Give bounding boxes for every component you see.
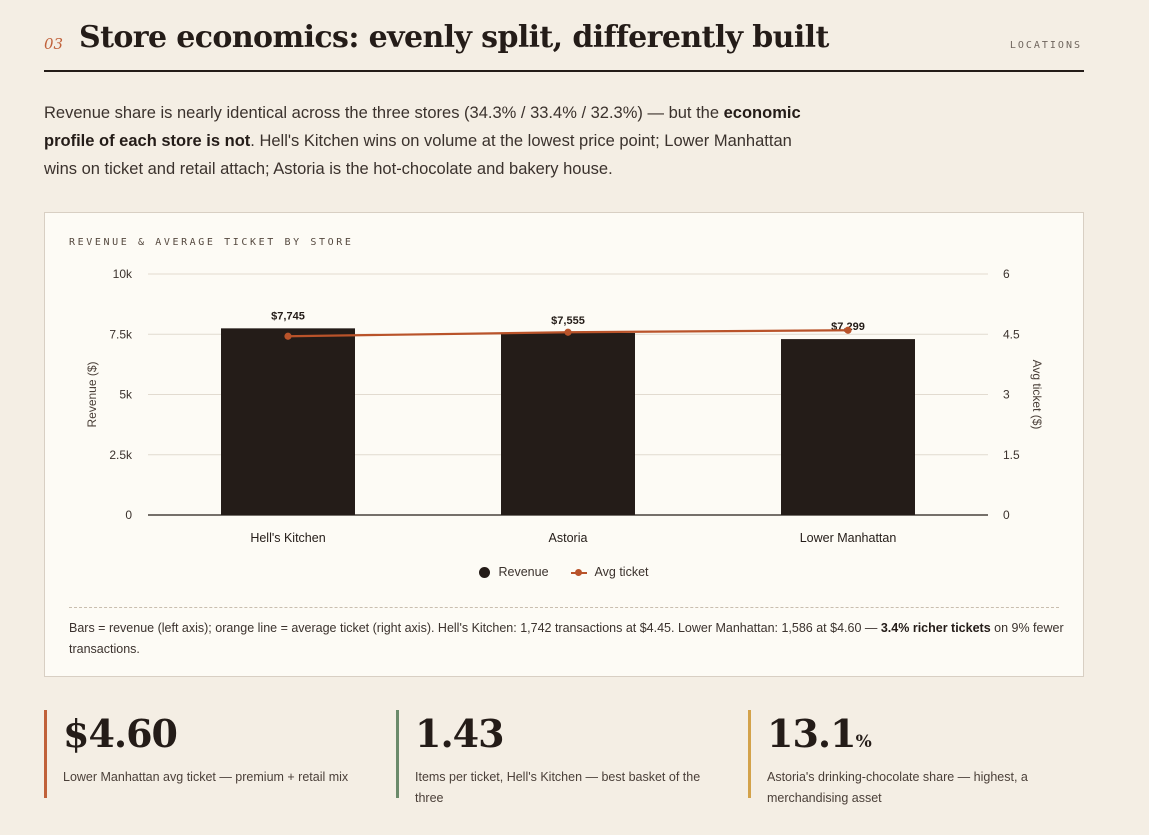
line-marker-icon xyxy=(570,567,587,578)
bar-data-label: $7,555 xyxy=(551,315,585,327)
y2-tick-label: 0 xyxy=(1003,508,1010,522)
revenue-dot-icon xyxy=(479,566,491,578)
stat-number: 1.43 xyxy=(415,711,505,756)
avg-ticket-point xyxy=(284,332,292,340)
stat-card-chocolate-share: 13.1% Astoria's drinking-chocolate share… xyxy=(748,710,1067,805)
intro-paragraph: Revenue share is nearly identical across… xyxy=(44,99,824,183)
legend-label-revenue: Revenue xyxy=(498,565,549,579)
stat-number: 13.1 xyxy=(767,711,857,756)
y2-tick-label: 4.5 xyxy=(1003,327,1020,341)
avg-ticket-point xyxy=(844,326,852,334)
y-tick-label: 7.5k xyxy=(109,327,133,341)
y2-tick-label: 6 xyxy=(1003,267,1010,281)
bar-revenue xyxy=(221,328,355,515)
y-tick-label: 10k xyxy=(113,267,133,281)
y2-tick-label: 3 xyxy=(1003,388,1010,402)
bar-revenue xyxy=(781,339,915,515)
section-header: 03 Store economics: evenly split, differ… xyxy=(44,18,1084,72)
y2-tick-label: 1.5 xyxy=(1003,448,1020,462)
stat-value: $4.60 xyxy=(63,712,363,764)
note-text-1: Bars = revenue (left axis); orange line … xyxy=(69,621,881,635)
stat-description: Items per ticket, Hell's Kitchen — best … xyxy=(415,770,701,805)
intro-text-2: . Hell's Kitchen wins on volume at the l… xyxy=(44,132,792,178)
stat-value: 1.43 xyxy=(415,712,715,764)
chart-legend: Revenue Avg ticket xyxy=(45,565,1083,579)
x-tick-label: Lower Manhattan xyxy=(800,531,897,545)
legend-item-avg-ticket: Avg ticket xyxy=(570,565,649,579)
bar-revenue xyxy=(501,332,635,515)
chart-note: Bars = revenue (left axis); orange line … xyxy=(69,618,1069,660)
stat-card-avg-ticket: $4.60 Lower Manhattan avg ticket — premi… xyxy=(44,710,363,798)
chart-card: REVENUE & AVERAGE TICKET BY STORE 0 2.5k 5… xyxy=(44,212,1084,677)
bar-data-label: $7,745 xyxy=(271,310,305,322)
stat-description: Astoria's drinking-chocolate share — hig… xyxy=(767,770,1028,805)
y-tick-label: 5k xyxy=(119,388,133,402)
revenue-ticket-chart: 0 2.5k 5k 7.5k 10k 0 1.5 3 4.5 6 Revenue ($) Avg ti… xyxy=(85,267,1044,545)
y-tick-label: 0 xyxy=(125,508,132,522)
x-tick-label: Hell's Kitchen xyxy=(250,531,325,545)
legend-item-revenue: Revenue xyxy=(479,565,549,579)
section-tag: LOCATIONS xyxy=(1009,40,1082,51)
y-tick-label: 2.5k xyxy=(109,448,133,462)
chart-label: REVENUE & AVERAGE TICKET BY STORE xyxy=(69,237,354,248)
section-title: Store economics: evenly split, different… xyxy=(79,20,829,55)
x-tick-label: Astoria xyxy=(549,531,588,545)
y2-axis-title: Avg ticket ($) xyxy=(1030,360,1044,430)
stat-card-items-per-ticket: 1.43 Items per ticket, Hell's Kitchen — … xyxy=(396,710,715,805)
stat-number: $4.60 xyxy=(63,711,178,756)
note-text-2: on 9% fewer transactions. xyxy=(69,621,1064,656)
card-divider xyxy=(69,607,1059,608)
avg-ticket-point xyxy=(564,328,572,336)
legend-label-avg-ticket: Avg ticket xyxy=(594,565,649,579)
y-axis-title: Revenue ($) xyxy=(85,361,99,427)
stat-unit: % xyxy=(855,732,872,752)
stat-value: 13.1% xyxy=(767,712,1067,764)
intro-text-1: Revenue share is nearly identical across… xyxy=(44,104,724,122)
note-bold: 3.4% richer tickets xyxy=(880,621,991,635)
section-number: 03 xyxy=(44,35,64,53)
intro-bold: economic profile of each store is not xyxy=(44,104,801,150)
stat-description: Lower Manhattan avg ticket — premium + r… xyxy=(63,770,349,784)
